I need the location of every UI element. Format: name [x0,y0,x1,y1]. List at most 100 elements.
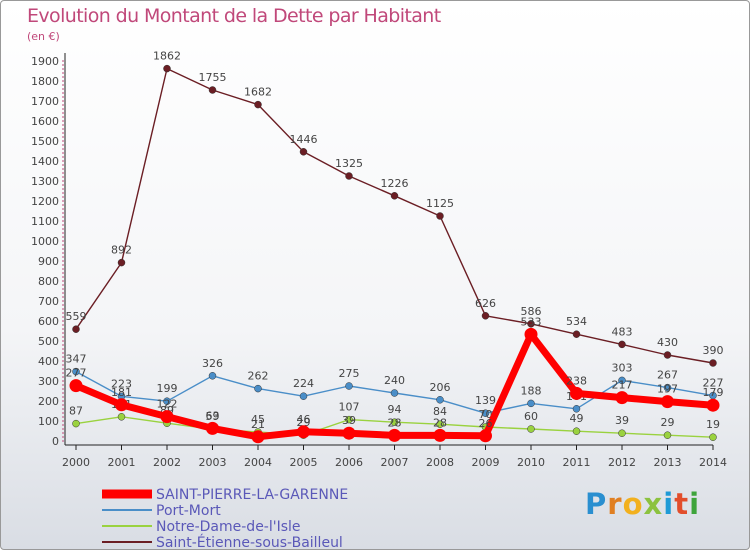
y-tick-label: 800 [38,275,59,288]
y-tick-label: 0 [52,435,59,448]
y-tick-label: 1000 [31,235,59,248]
data-label: 1755 [199,71,227,84]
data-point [299,148,308,156]
data-label: 240 [384,374,405,387]
data-label: 70 [479,408,493,421]
y-tick-label: 900 [38,255,59,268]
data-label: 122 [157,398,178,411]
y-tick-label: 1100 [31,215,59,228]
data-label: 586 [521,305,542,318]
data-label: 626 [475,297,496,310]
y-tick-label: 400 [38,355,59,368]
data-label: 1446 [290,133,318,146]
data-label: 238 [566,374,587,387]
y-tick-label: 1300 [31,175,59,188]
x-tick-label: 2008 [426,456,454,469]
data-point [69,379,83,393]
data-label: 199 [157,382,178,395]
data-label: 390 [703,344,724,357]
data-point [206,421,219,435]
proxiti-logo: Proxiti [585,487,701,521]
data-point [390,389,399,397]
chart-unit-label: (en €) [27,30,60,43]
y-tick-label: 300 [38,375,59,388]
y-tick-label: 500 [38,335,59,348]
data-label: 347 [66,353,87,366]
x-tick-label: 2009 [472,456,500,469]
data-label: 28 [388,416,402,429]
data-point [618,429,626,437]
data-point [572,427,581,435]
data-point [345,172,353,180]
data-point [527,425,535,433]
data-point [524,327,538,341]
data-label: 1325 [335,157,363,170]
legend-label: Saint-Étienne-sous-Bailleul [156,534,343,549]
x-tick-label: 2000 [62,456,90,469]
y-tick-label: 700 [38,295,59,308]
data-label: 1682 [244,86,272,99]
data-point [208,86,217,94]
data-label: 262 [248,370,269,383]
y-tick-label: 100 [38,415,59,428]
data-point [661,395,674,409]
data-point [345,382,353,390]
data-label: 45 [251,413,265,426]
data-label: 26 [479,417,493,430]
y-tick-label: 1700 [31,95,59,108]
data-label: 60 [524,410,538,423]
data-label: 46 [297,413,311,426]
x-tick-label: 2001 [108,456,136,469]
y-tick-label: 1500 [31,135,59,148]
x-tick-label: 2010 [517,456,545,469]
data-point [709,433,717,441]
series-line [75,67,714,364]
data-label: 59 [206,410,220,423]
data-point [570,386,583,400]
x-tick-label: 2011 [563,456,591,469]
data-label: 430 [657,336,678,349]
data-label: 275 [339,367,360,380]
data-label: 277 [66,367,87,380]
data-label: 533 [521,315,542,328]
data-point [251,430,265,444]
data-label: 87 [69,405,83,418]
legend-label: SAINT-PIERRE-LA-GARENNE [156,487,348,503]
data-point [663,431,672,439]
data-label: 19 [706,418,720,431]
data-point [72,419,80,428]
y-tick-label: 200 [38,395,59,408]
data-label: 483 [612,325,633,338]
data-label: 326 [202,357,223,370]
data-label: 49 [570,412,584,425]
data-label: 181 [111,386,132,399]
data-label: 139 [475,394,496,407]
y-tick-label: 1200 [31,195,59,208]
data-point [572,405,581,413]
data-label: 63 [206,409,220,422]
x-tick-label: 2012 [608,456,636,469]
x-tick-label: 2013 [654,456,682,469]
data-point [115,398,128,412]
data-point [433,428,447,442]
data-point [254,100,262,109]
data-label: 188 [521,384,542,397]
data-point [572,330,581,338]
data-point [117,258,126,267]
data-label: 1226 [381,177,409,190]
data-label: 217 [612,379,633,392]
data-point [663,351,672,359]
data-label: 107 [339,401,360,414]
data-point [706,398,720,412]
data-label: 94 [388,403,402,416]
data-point [481,409,490,417]
data-point [72,325,80,333]
data-label: 29 [297,416,311,429]
data-point [345,415,353,424]
data-label: 84 [433,405,447,418]
data-point [615,391,629,405]
data-label: 559 [66,310,87,323]
data-point [618,376,626,385]
data-label: 267 [657,369,678,382]
data-point [390,192,399,200]
